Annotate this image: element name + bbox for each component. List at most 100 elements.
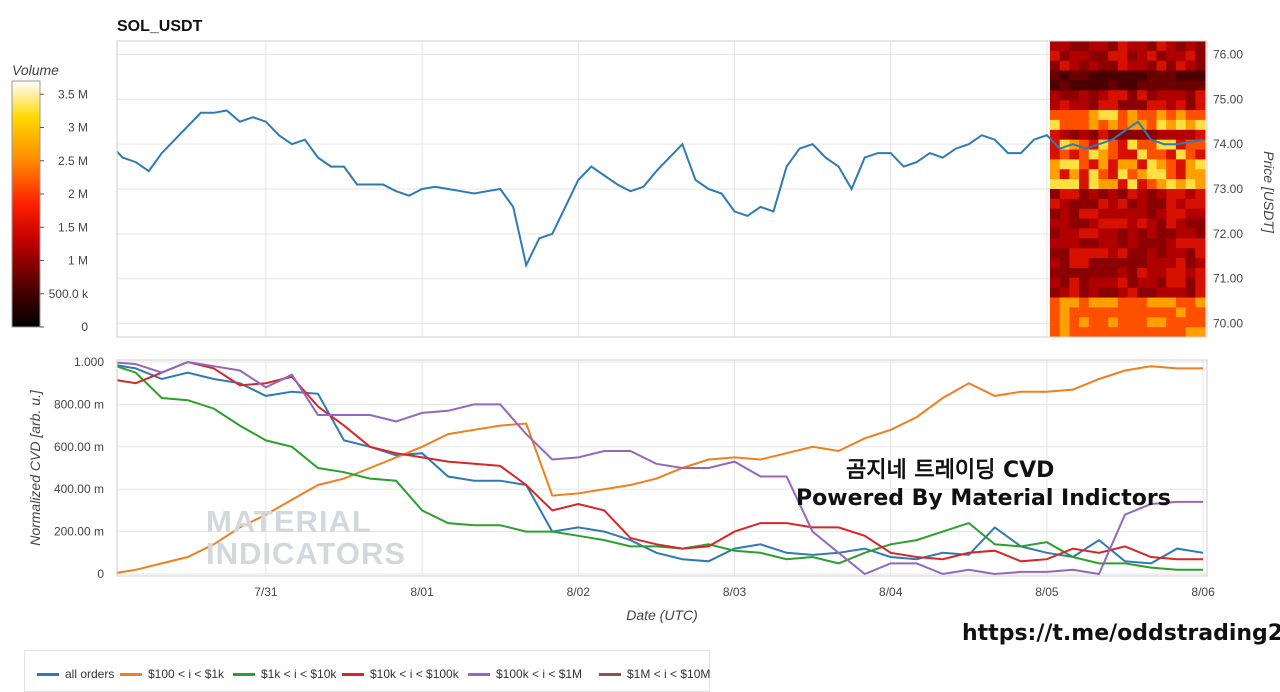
heatmap-cell <box>1079 248 1090 259</box>
legend-swatch <box>468 673 490 677</box>
heatmap-cell <box>1195 327 1206 338</box>
heatmap-cell <box>1088 218 1099 229</box>
heatmap-cell <box>1166 60 1177 72</box>
heatmap-cell <box>1137 238 1148 249</box>
heatmap-cell <box>1117 208 1128 220</box>
heatmap-cell <box>1088 307 1099 318</box>
legend-item[interactable]: $10k < i < $100k <box>342 667 459 681</box>
heatmap-cell <box>1175 70 1187 81</box>
heatmap-cell <box>1156 90 1167 101</box>
heatmap-cell <box>1156 100 1167 111</box>
heatmap-cell <box>1117 110 1128 121</box>
legend-item[interactable]: all orders <box>37 667 114 681</box>
heatmap-cell <box>1069 198 1080 210</box>
heatmap-cell <box>1195 248 1206 259</box>
heatmap-cell <box>1050 228 1061 239</box>
heatmap-cell <box>1098 277 1109 289</box>
heatmap-cell <box>1108 208 1119 220</box>
heatmap-cell <box>1156 179 1167 190</box>
heatmap-cell <box>1069 159 1080 170</box>
heatmap-cell <box>1059 238 1070 249</box>
heatmap-cell <box>1175 80 1187 91</box>
heatmap-cell <box>1059 129 1070 141</box>
legend-swatch <box>342 673 364 677</box>
heatmap-cell <box>1098 317 1109 328</box>
heatmap-cell <box>1059 307 1070 318</box>
heatmap-cell <box>1098 208 1109 220</box>
heatmap-cell <box>1059 267 1070 279</box>
heatmap-cell <box>1175 60 1187 72</box>
heatmap-cell <box>1137 169 1148 180</box>
overlay-link[interactable]: https://t.me/oddstrading2 <box>962 621 1280 646</box>
heatmap-cell <box>1050 100 1061 111</box>
heatmap-cell <box>1127 189 1138 200</box>
heatmap-cell <box>1146 277 1158 289</box>
heatmap-cell <box>1127 60 1138 72</box>
heatmap-cell <box>1069 327 1080 338</box>
heatmap-cell <box>1098 159 1109 170</box>
legend-item[interactable]: $1k < i < $10k <box>233 667 336 681</box>
heatmap-cell <box>1079 90 1090 101</box>
heatmap-cell <box>1175 119 1187 131</box>
heatmap-cell <box>1117 60 1128 72</box>
heatmap-cell <box>1175 189 1187 200</box>
heatmap-cell <box>1117 119 1128 131</box>
heatmap-cell <box>1117 218 1128 229</box>
heatmap-cell <box>1108 327 1119 338</box>
heatmap-cell <box>1175 90 1187 101</box>
heatmap-cell <box>1050 179 1061 190</box>
heatmap-cell <box>1137 41 1148 52</box>
heatmap-cell <box>1088 129 1099 141</box>
heatmap-cell <box>1088 198 1099 210</box>
heatmap-cell <box>1088 179 1099 190</box>
heatmap-cell <box>1050 80 1061 91</box>
heatmap-cell <box>1079 129 1090 141</box>
heatmap-cell <box>1175 238 1187 249</box>
heatmap-cell <box>1175 228 1187 239</box>
heatmap-cell <box>1166 228 1177 239</box>
heatmap-cell <box>1059 208 1070 220</box>
heatmap-cell <box>1098 50 1109 62</box>
colorbar-tick-label: 1 M <box>68 254 88 268</box>
heatmap-cell <box>1059 228 1070 239</box>
heatmap-cell <box>1195 41 1206 52</box>
heatmap-cell <box>1175 208 1187 220</box>
heatmap-cell <box>1079 60 1090 72</box>
heatmap-cell <box>1108 277 1119 289</box>
price-tick-label: 74.00 <box>1213 137 1243 151</box>
heatmap-cell <box>1050 267 1061 279</box>
heatmap-cell <box>1137 149 1148 160</box>
heatmap-cell <box>1050 129 1061 141</box>
heatmap-cell <box>1059 317 1070 328</box>
heatmap-cell <box>1069 60 1080 72</box>
heatmap-cell <box>1166 208 1177 220</box>
heatmap-cell <box>1166 90 1177 101</box>
heatmap-cell <box>1069 297 1080 308</box>
heatmap-cell <box>1137 218 1148 229</box>
heatmap-cell <box>1069 189 1080 200</box>
heatmap-cell <box>1166 110 1177 121</box>
heatmap-cell <box>1108 317 1119 328</box>
heatmap-cell <box>1175 297 1187 308</box>
legend-item[interactable]: $100 < i < $1k <box>120 667 224 681</box>
heatmap-cell <box>1146 198 1158 210</box>
heatmap-cell <box>1059 277 1070 289</box>
heatmap-cell <box>1117 297 1128 308</box>
legend-item[interactable]: $100k < i < $1M <box>468 667 582 681</box>
heatmap-cell <box>1127 50 1138 62</box>
heatmap-cell <box>1185 258 1196 269</box>
heatmap-cell <box>1059 149 1070 160</box>
heatmap-cell <box>1050 238 1061 249</box>
heatmap-cell <box>1146 189 1158 200</box>
heatmap-cell <box>1185 228 1196 239</box>
heatmap-cell <box>1108 60 1119 72</box>
heatmap-cell <box>1166 287 1177 299</box>
heatmap-cell <box>1127 248 1138 259</box>
heatmap-cell <box>1088 169 1099 180</box>
heatmap-cell <box>1079 327 1090 338</box>
heatmap-cell <box>1156 307 1167 318</box>
heatmap-cell <box>1146 169 1158 180</box>
legend-item[interactable]: $1M < i < $10M <box>599 667 710 681</box>
heatmap-cell <box>1050 159 1061 170</box>
